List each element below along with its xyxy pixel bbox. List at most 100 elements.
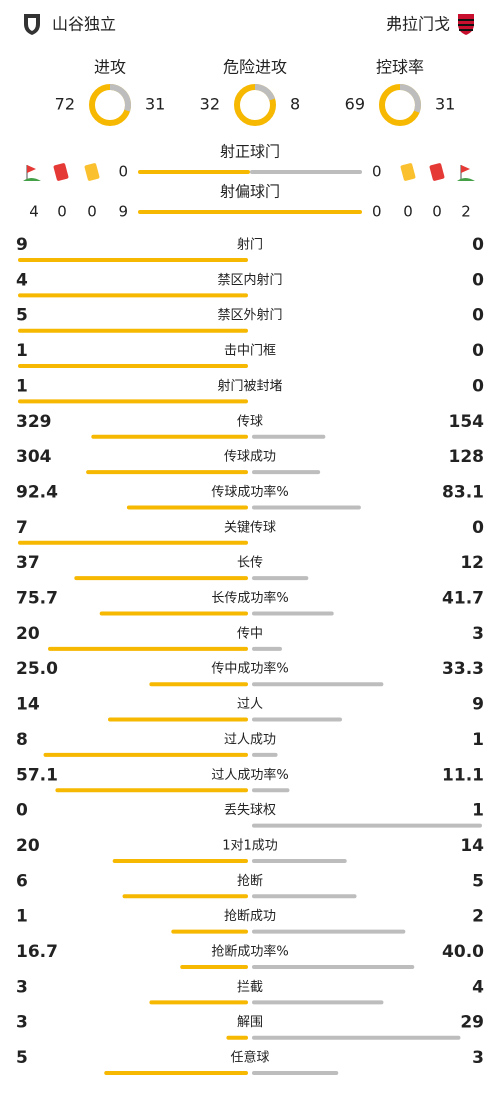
stat-away: 2 bbox=[472, 907, 484, 927]
home-bar bbox=[149, 682, 248, 687]
stat-home: 6 bbox=[16, 871, 28, 891]
home-bar bbox=[180, 965, 248, 969]
ring-away-arc bbox=[234, 84, 276, 126]
home-bar bbox=[149, 1000, 248, 1005]
stat-home: 16.7 bbox=[16, 942, 58, 962]
stat-home: 1 bbox=[16, 376, 28, 396]
shot-home: 0 bbox=[118, 163, 128, 181]
ring-label: 进攻 bbox=[94, 58, 126, 77]
stat-home: 3 bbox=[16, 1013, 28, 1033]
stat-away: 11.1 bbox=[442, 765, 484, 785]
home-bar bbox=[74, 576, 248, 581]
stat-away: 3 bbox=[472, 624, 484, 644]
home-bar bbox=[55, 788, 248, 793]
ring-away-arc bbox=[89, 84, 131, 126]
icons-away bbox=[400, 163, 475, 181]
shot-away-bar bbox=[250, 170, 362, 174]
stat-label: 抢断 bbox=[237, 873, 263, 889]
home-bar bbox=[18, 399, 248, 404]
away-logo bbox=[458, 14, 474, 35]
stat-home: 4 bbox=[16, 270, 28, 290]
stat-home: 8 bbox=[16, 730, 28, 750]
stat-away: 5 bbox=[472, 871, 484, 891]
stat-label: 长传成功率% bbox=[211, 590, 288, 606]
stat-away: 0 bbox=[472, 270, 484, 290]
stat-label: 传球成功率% bbox=[211, 484, 288, 500]
shot-away: 0 bbox=[372, 163, 382, 181]
away-team: 弗拉门戈 bbox=[386, 15, 450, 34]
stat-home: 1 bbox=[16, 341, 28, 361]
home-bar bbox=[91, 434, 248, 439]
stat-home: 14 bbox=[16, 695, 40, 715]
away-bar bbox=[252, 611, 334, 616]
home-bar bbox=[18, 364, 248, 369]
stat-away: 154 bbox=[449, 412, 485, 432]
card-count: 0 bbox=[432, 203, 442, 221]
stat-away: 1 bbox=[472, 801, 484, 821]
stat-home: 9 bbox=[16, 235, 28, 255]
stat-away: 41.7 bbox=[442, 589, 484, 609]
home-bar bbox=[18, 540, 248, 545]
stat-home: 75.7 bbox=[16, 589, 58, 609]
stat-home: 37 bbox=[16, 553, 40, 573]
ring-home: 32 bbox=[200, 95, 220, 114]
ring-home: 69 bbox=[345, 95, 365, 114]
away-bar bbox=[252, 646, 282, 651]
shot-label: 射偏球门 bbox=[220, 183, 280, 201]
card-count: 2 bbox=[461, 203, 471, 221]
stat-label: 禁区外射门 bbox=[217, 307, 282, 323]
stat-label: 任意球 bbox=[230, 1050, 269, 1066]
stat-label: 长传 bbox=[237, 556, 263, 571]
stat-label: 过人成功 bbox=[224, 732, 276, 747]
stat-home: 0 bbox=[16, 801, 28, 821]
away-bar bbox=[252, 858, 347, 863]
stat-home: 25.0 bbox=[16, 659, 58, 679]
icons-home bbox=[23, 163, 100, 181]
ring-away: 8 bbox=[290, 95, 300, 114]
stat-label: 解围 bbox=[237, 1015, 263, 1030]
stat-home: 304 bbox=[16, 447, 52, 467]
shot-label: 射正球门 bbox=[220, 143, 280, 161]
stat-away: 40.0 bbox=[442, 942, 484, 962]
stat-label: 击中门框 bbox=[224, 344, 276, 359]
ring-label: 危险进攻 bbox=[223, 58, 287, 77]
shot-away: 0 bbox=[372, 203, 382, 221]
stat-label: 传球成功 bbox=[224, 450, 276, 465]
home-bar bbox=[226, 1035, 248, 1040]
home-bar bbox=[18, 258, 248, 262]
stat-home: 7 bbox=[16, 518, 28, 538]
stat-label: 关键传球 bbox=[224, 520, 276, 535]
stat-label: 抢断成功率% bbox=[211, 944, 288, 960]
stat-label: 拦截 bbox=[237, 980, 263, 995]
stat-label: 射门 bbox=[237, 237, 263, 253]
away-bar bbox=[252, 576, 309, 581]
stat-label: 禁区内射门 bbox=[217, 272, 282, 288]
away-bar bbox=[252, 894, 357, 899]
away-bar bbox=[252, 752, 278, 757]
away-bar bbox=[252, 788, 290, 793]
card-count: 4 bbox=[29, 203, 39, 221]
stat-away: 14 bbox=[460, 836, 484, 856]
stat-away: 12 bbox=[460, 553, 484, 573]
stat-away: 0 bbox=[472, 235, 484, 255]
home-bar bbox=[122, 894, 248, 899]
home-bar bbox=[43, 752, 248, 757]
stat-home: 20 bbox=[16, 836, 40, 856]
away-bar bbox=[252, 1000, 384, 1005]
home-bar bbox=[99, 611, 248, 616]
home-bar bbox=[86, 470, 248, 475]
shot-home-bar bbox=[138, 210, 362, 214]
stat-away: 0 bbox=[472, 306, 484, 326]
stat-away: 29 bbox=[460, 1013, 484, 1033]
ring-away: 31 bbox=[435, 95, 455, 114]
ring-label: 控球率 bbox=[376, 58, 424, 77]
stat-label: 过人成功率% bbox=[211, 767, 288, 783]
home-team: 山谷独立 bbox=[52, 15, 116, 34]
home-bar bbox=[104, 1071, 248, 1076]
away-bar bbox=[252, 434, 326, 439]
away-bar bbox=[252, 1071, 339, 1076]
away-bar bbox=[252, 823, 482, 828]
away-bar bbox=[252, 505, 361, 510]
stat-home: 3 bbox=[16, 977, 28, 997]
